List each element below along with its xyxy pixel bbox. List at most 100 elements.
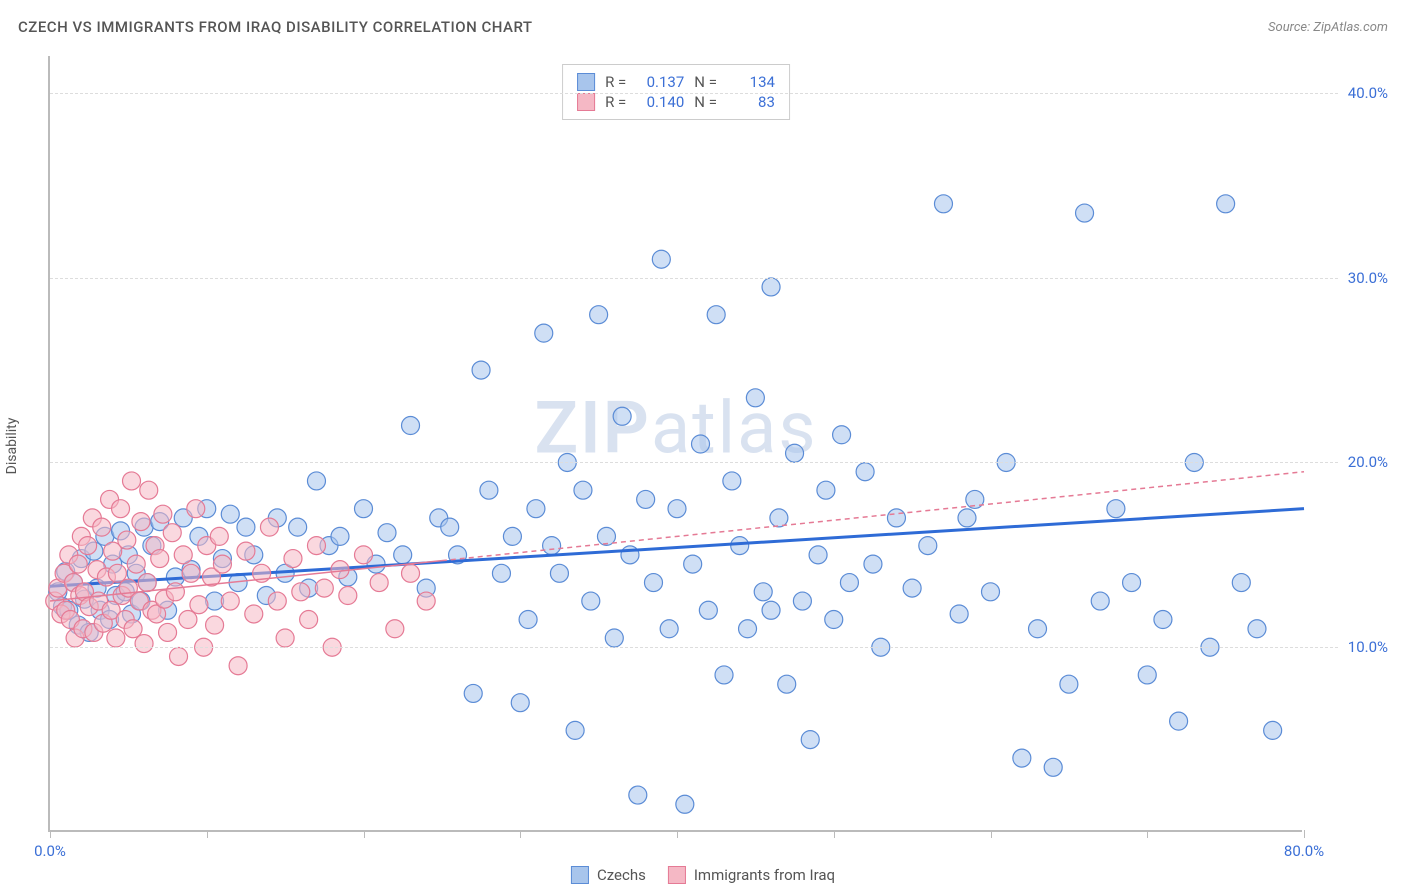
scatter-point bbox=[574, 481, 592, 499]
scatter-point bbox=[331, 527, 349, 545]
scatter-point bbox=[307, 537, 325, 555]
gridline bbox=[50, 278, 1338, 279]
scatter-point bbox=[132, 513, 150, 531]
scatter-point bbox=[221, 505, 239, 523]
plot-area: ZIPatlas R =0.137N =134R =0.140N =83 10.… bbox=[48, 56, 1302, 832]
scatter-point bbox=[107, 629, 125, 647]
scatter-point bbox=[221, 592, 239, 610]
legend-n-label: N = bbox=[694, 93, 717, 111]
scatter-point bbox=[1029, 620, 1047, 638]
scatter-point bbox=[919, 537, 937, 555]
scatter-point bbox=[492, 564, 510, 582]
scatter-point bbox=[637, 490, 655, 508]
scatter-point bbox=[417, 592, 435, 610]
scatter-point bbox=[543, 537, 561, 555]
scatter-point bbox=[292, 583, 310, 601]
scatter-point bbox=[268, 592, 286, 610]
legend-n-value: 83 bbox=[727, 93, 775, 111]
gridline bbox=[50, 462, 1338, 463]
scatter-point bbox=[864, 555, 882, 573]
xtick bbox=[207, 830, 208, 838]
legend-stats-row: R =0.140N =83 bbox=[577, 93, 775, 111]
scatter-point bbox=[127, 555, 145, 573]
xtick bbox=[1147, 830, 1148, 838]
xtick bbox=[677, 830, 678, 838]
legend-item: Czechs bbox=[571, 866, 646, 884]
scatter-point bbox=[582, 592, 600, 610]
scatter-point bbox=[676, 795, 694, 813]
xtick-label: 0.0% bbox=[34, 842, 66, 860]
scatter-point bbox=[707, 306, 725, 324]
legend-swatch bbox=[668, 866, 686, 884]
scatter-svg bbox=[50, 56, 1302, 830]
scatter-point bbox=[778, 675, 796, 693]
scatter-point bbox=[644, 574, 662, 592]
scatter-point bbox=[93, 518, 111, 536]
scatter-point bbox=[179, 611, 197, 629]
scatter-point bbox=[123, 472, 141, 490]
scatter-point bbox=[213, 555, 231, 573]
scatter-point bbox=[692, 435, 710, 453]
legend-swatch bbox=[571, 866, 589, 884]
scatter-point bbox=[151, 550, 169, 568]
scatter-point bbox=[1091, 592, 1109, 610]
scatter-point bbox=[1232, 574, 1250, 592]
scatter-point bbox=[355, 546, 373, 564]
scatter-point bbox=[754, 583, 772, 601]
scatter-point bbox=[762, 601, 780, 619]
scatter-point bbox=[1107, 500, 1125, 518]
scatter-point bbox=[668, 500, 686, 518]
scatter-point bbox=[590, 306, 608, 324]
scatter-point bbox=[652, 250, 670, 268]
scatter-point bbox=[307, 472, 325, 490]
scatter-point bbox=[229, 657, 247, 675]
scatter-point bbox=[840, 574, 858, 592]
scatter-point bbox=[817, 481, 835, 499]
title-bar: CZECH VS IMMIGRANTS FROM IRAQ DISABILITY… bbox=[18, 18, 1388, 36]
scatter-point bbox=[793, 592, 811, 610]
scatter-point bbox=[660, 620, 678, 638]
scatter-point bbox=[1044, 758, 1062, 776]
scatter-point bbox=[809, 546, 827, 564]
legend-r-label: R = bbox=[605, 93, 626, 111]
legend-item: Immigrants from Iraq bbox=[668, 866, 835, 884]
scatter-point bbox=[786, 444, 804, 462]
xtick bbox=[1304, 830, 1305, 838]
scatter-point bbox=[402, 564, 420, 582]
legend-r-label: R = bbox=[605, 73, 626, 91]
scatter-point bbox=[300, 611, 318, 629]
scatter-point bbox=[833, 426, 851, 444]
scatter-point bbox=[276, 629, 294, 647]
xtick bbox=[834, 830, 835, 838]
scatter-point bbox=[163, 524, 181, 542]
scatter-point bbox=[715, 666, 733, 684]
legend-label: Czechs bbox=[597, 866, 646, 884]
scatter-point bbox=[739, 620, 757, 638]
scatter-point bbox=[1138, 666, 1156, 684]
scatter-point bbox=[1217, 195, 1235, 213]
scatter-point bbox=[315, 579, 333, 597]
legend-stats-row: R =0.137N =134 bbox=[577, 73, 775, 91]
scatter-point bbox=[699, 601, 717, 619]
scatter-point bbox=[1264, 721, 1282, 739]
scatter-point bbox=[550, 564, 568, 582]
chart-source: Source: ZipAtlas.com bbox=[1268, 20, 1388, 35]
scatter-point bbox=[770, 509, 788, 527]
scatter-point bbox=[289, 518, 307, 536]
scatter-point bbox=[386, 620, 404, 638]
scatter-point bbox=[950, 605, 968, 623]
scatter-point bbox=[154, 505, 172, 523]
scatter-point bbox=[535, 324, 553, 342]
scatter-point bbox=[206, 616, 224, 634]
scatter-point bbox=[684, 555, 702, 573]
xtick bbox=[50, 830, 51, 838]
gridline bbox=[50, 93, 1338, 94]
scatter-point bbox=[566, 721, 584, 739]
scatter-point bbox=[464, 684, 482, 702]
scatter-point bbox=[245, 605, 263, 623]
scatter-point bbox=[237, 542, 255, 560]
scatter-point bbox=[472, 361, 490, 379]
ytick-label: 40.0% bbox=[1318, 84, 1388, 102]
scatter-point bbox=[1248, 620, 1266, 638]
scatter-point bbox=[402, 417, 420, 435]
